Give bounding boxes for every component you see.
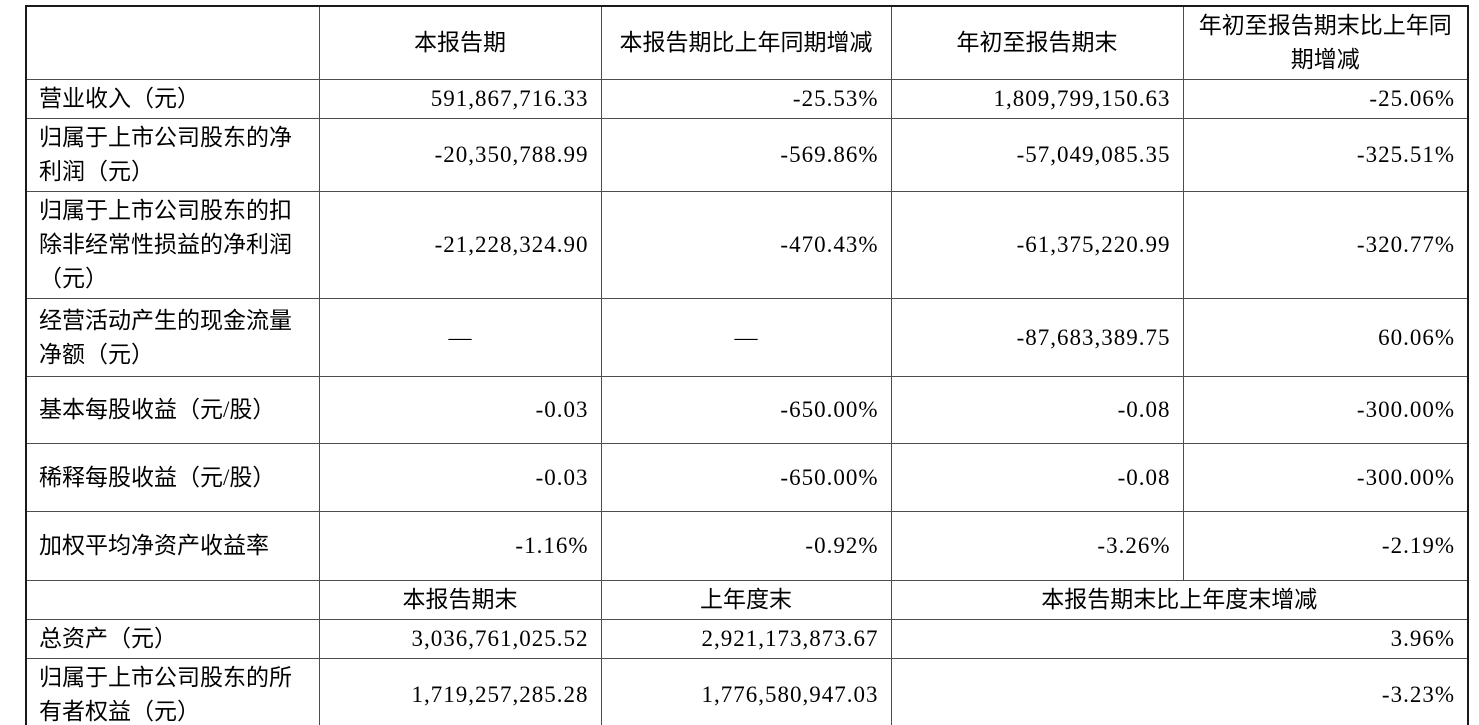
table-subheader-row: 本报告期末 上年度末 本报告期末比上年度末增减 bbox=[25, 580, 1469, 620]
row-label: 归属于上市公司股东的扣除非经常性损益的净利润（元） bbox=[25, 191, 320, 299]
cell-value: -25.53% bbox=[600, 79, 892, 119]
table-row-shareholders-equity: 归属于上市公司股东的所有者权益（元） 1,719,257,285.28 1,77… bbox=[25, 658, 1469, 725]
table-row-net-profit-excl-nonrecurring: 归属于上市公司股东的扣除非经常性损益的净利润（元） -21,228,324.90… bbox=[25, 191, 1469, 299]
cell-value: -0.08 bbox=[890, 443, 1184, 512]
cell-value: -650.00% bbox=[600, 376, 892, 444]
row-label: 加权平均净资产收益率 bbox=[25, 511, 320, 581]
cell-value: -325.51% bbox=[1182, 118, 1469, 192]
cell-dash: — bbox=[600, 298, 892, 377]
row-label: 归属于上市公司股东的净利润（元） bbox=[25, 118, 320, 192]
cell-value: -1.16% bbox=[318, 511, 602, 581]
row-label: 稀释每股收益（元/股） bbox=[25, 443, 320, 512]
cell-value: -2.19% bbox=[1182, 511, 1469, 581]
subheader-empty-cell bbox=[25, 580, 320, 620]
cell-value: -87,683,389.75 bbox=[890, 298, 1184, 377]
cell-value: -20,350,788.99 bbox=[318, 118, 602, 192]
cell-value: 1,719,257,285.28 bbox=[318, 658, 602, 725]
table-row-basic-eps: 基本每股收益（元/股） -0.03 -650.00% -0.08 -300.00… bbox=[25, 376, 1469, 444]
cell-value: 3,036,761,025.52 bbox=[318, 619, 602, 659]
cell-value: -300.00% bbox=[1182, 443, 1469, 512]
cell-value: 3.96% bbox=[890, 619, 1469, 659]
column-header-current-period-yoy-change: 本报告期比上年同期增减 bbox=[600, 5, 892, 80]
cell-value: -61,375,220.99 bbox=[890, 191, 1184, 299]
column-header-prior-year-end: 上年度末 bbox=[600, 580, 892, 620]
cell-value: 1,776,580,947.03 bbox=[600, 658, 892, 725]
financial-indicators-table: 本报告期 本报告期比上年同期增减 年初至报告期末 年初至报告期末比上年同期增减 … bbox=[25, 5, 1469, 725]
row-label: 基本每股收益（元/股） bbox=[25, 376, 320, 444]
cell-value: 2,921,173,873.67 bbox=[600, 619, 892, 659]
table-row-weighted-avg-roe: 加权平均净资产收益率 -1.16% -0.92% -3.26% -2.19% bbox=[25, 511, 1469, 581]
table-header-row: 本报告期 本报告期比上年同期增减 年初至报告期末 年初至报告期末比上年同期增减 bbox=[25, 5, 1469, 80]
column-header-ytd-yoy-change: 年初至报告期末比上年同期增减 bbox=[1182, 5, 1469, 80]
table-row-net-profit: 归属于上市公司股东的净利润（元） -20,350,788.99 -569.86%… bbox=[25, 118, 1469, 192]
column-header-current-period: 本报告期 bbox=[318, 5, 602, 80]
cell-value: -0.03 bbox=[318, 443, 602, 512]
cell-value: -3.26% bbox=[890, 511, 1184, 581]
cell-value: -57,049,085.35 bbox=[890, 118, 1184, 192]
table-row-operating-cash-flow: 经营活动产生的现金流量净额（元） — — -87,683,389.75 60.0… bbox=[25, 298, 1469, 377]
header-empty-cell bbox=[25, 5, 320, 80]
cell-value: -21,228,324.90 bbox=[318, 191, 602, 299]
cell-value: -569.86% bbox=[600, 118, 892, 192]
column-header-period-end-vs-prior-year-end: 本报告期末比上年度末增减 bbox=[890, 580, 1469, 620]
cell-value: -470.43% bbox=[600, 191, 892, 299]
cell-value: 60.06% bbox=[1182, 298, 1469, 377]
row-label: 营业收入（元） bbox=[25, 79, 320, 119]
table-row-revenue: 营业收入（元） 591,867,716.33 -25.53% 1,809,799… bbox=[25, 79, 1469, 119]
cell-value: -320.77% bbox=[1182, 191, 1469, 299]
row-label: 归属于上市公司股东的所有者权益（元） bbox=[25, 658, 320, 725]
cell-value: 591,867,716.33 bbox=[318, 79, 602, 119]
cell-dash: — bbox=[318, 298, 602, 377]
cell-value: 1,809,799,150.63 bbox=[890, 79, 1184, 119]
cell-value: -0.03 bbox=[318, 376, 602, 444]
cell-value: -0.08 bbox=[890, 376, 1184, 444]
cell-value: -25.06% bbox=[1182, 79, 1469, 119]
table-row-diluted-eps: 稀释每股收益（元/股） -0.03 -650.00% -0.08 -300.00… bbox=[25, 443, 1469, 512]
cell-value: -300.00% bbox=[1182, 376, 1469, 444]
row-label: 经营活动产生的现金流量净额（元） bbox=[25, 298, 320, 377]
row-label: 总资产（元） bbox=[25, 619, 320, 659]
cell-value: -650.00% bbox=[600, 443, 892, 512]
column-header-period-end: 本报告期末 bbox=[318, 580, 602, 620]
table-row-total-assets: 总资产（元） 3,036,761,025.52 2,921,173,873.67… bbox=[25, 619, 1469, 659]
cell-value: -0.92% bbox=[600, 511, 892, 581]
column-header-ytd: 年初至报告期末 bbox=[890, 5, 1184, 80]
cell-value: -3.23% bbox=[890, 658, 1469, 725]
